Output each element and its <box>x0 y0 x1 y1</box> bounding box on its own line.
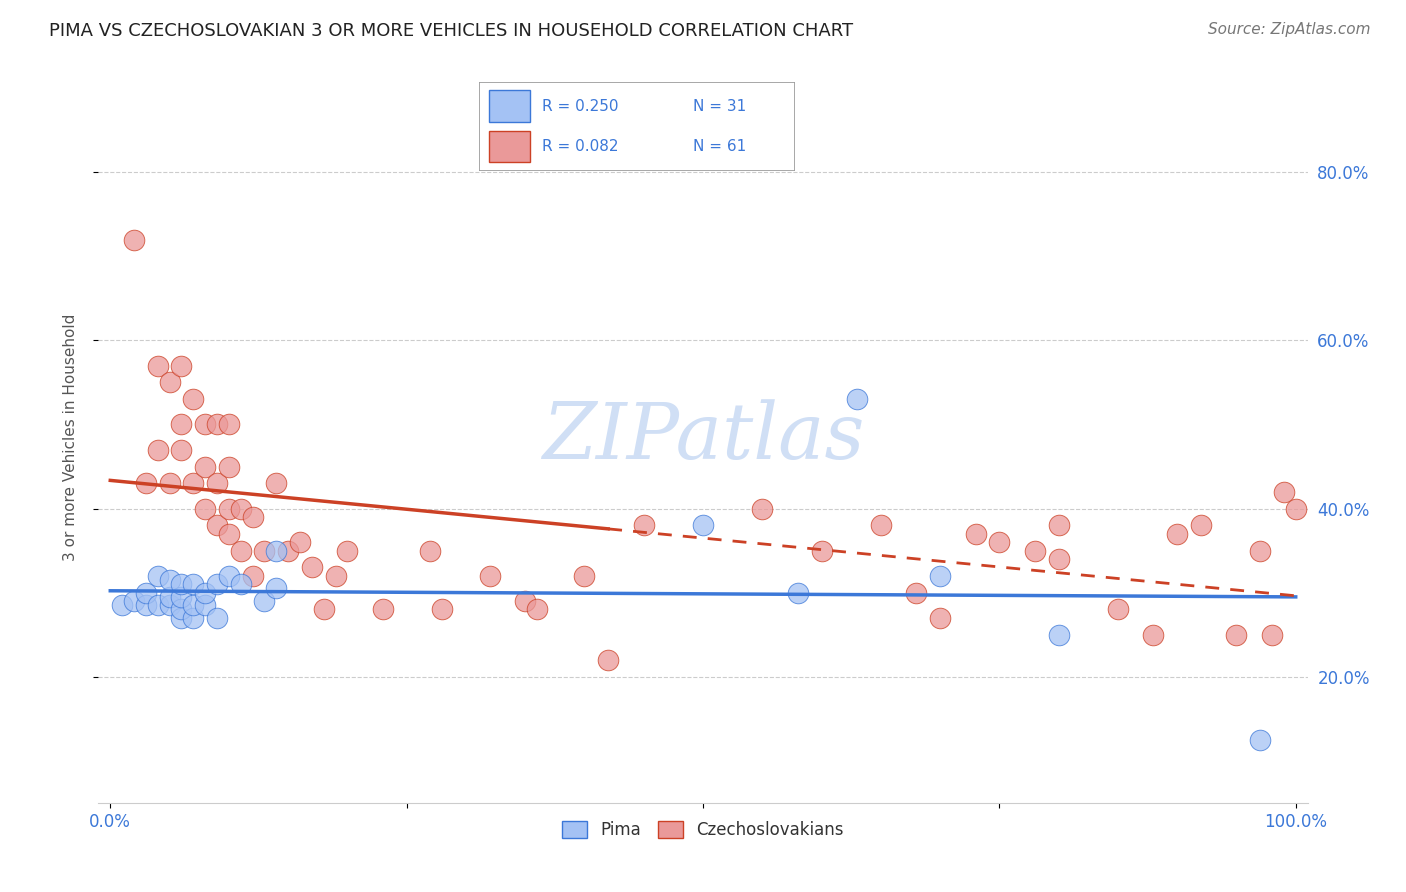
Point <box>218 417 240 432</box>
Point <box>122 233 145 247</box>
Point <box>1285 501 1308 516</box>
Point <box>929 611 952 625</box>
Point <box>218 569 240 583</box>
Text: PIMA VS CZECHOSLOVAKIAN 3 OR MORE VEHICLES IN HOUSEHOLD CORRELATION CHART: PIMA VS CZECHOSLOVAKIAN 3 OR MORE VEHICL… <box>49 22 853 40</box>
Point <box>478 569 501 583</box>
Point <box>1189 518 1212 533</box>
Point <box>432 602 454 616</box>
Point <box>135 599 157 613</box>
Text: ZIPatlas: ZIPatlas <box>541 399 865 475</box>
Point <box>181 577 204 591</box>
Point <box>205 577 228 591</box>
Point <box>159 476 181 491</box>
Point <box>205 417 228 432</box>
Point <box>253 594 276 608</box>
Point <box>419 543 441 558</box>
Point <box>181 611 204 625</box>
Point <box>205 476 228 491</box>
Point <box>146 569 169 583</box>
Point <box>111 599 134 613</box>
Point <box>146 359 169 373</box>
Point <box>288 535 311 549</box>
Point <box>170 417 193 432</box>
Point <box>1047 627 1070 641</box>
Point <box>242 569 264 583</box>
Y-axis label: 3 or more Vehicles in Household: 3 or more Vehicles in Household <box>63 313 77 561</box>
Point <box>1249 732 1271 747</box>
Point <box>218 526 240 541</box>
Point <box>1272 484 1295 499</box>
Point <box>1047 518 1070 533</box>
Point <box>1249 543 1271 558</box>
Point <box>515 594 537 608</box>
Point <box>264 582 287 596</box>
Point <box>1047 552 1070 566</box>
Point <box>988 535 1011 549</box>
Point <box>170 359 193 373</box>
Point <box>846 392 869 407</box>
Point <box>264 543 287 558</box>
Point <box>253 543 276 558</box>
Point <box>146 599 169 613</box>
Point <box>181 599 204 613</box>
Point <box>1142 627 1164 641</box>
Point <box>598 653 620 667</box>
Point <box>1024 543 1046 558</box>
Text: Source: ZipAtlas.com: Source: ZipAtlas.com <box>1208 22 1371 37</box>
Point <box>810 543 832 558</box>
Point <box>325 569 347 583</box>
Point <box>181 476 204 491</box>
Point <box>170 442 193 457</box>
Point <box>146 442 169 457</box>
Point <box>869 518 891 533</box>
Point <box>205 611 228 625</box>
Point <box>170 602 193 616</box>
Point <box>194 417 217 432</box>
Point <box>312 602 335 616</box>
Point <box>205 518 228 533</box>
Legend: Pima, Czechoslovakians: Pima, Czechoslovakians <box>555 814 851 846</box>
Point <box>159 376 181 390</box>
Point <box>170 590 193 604</box>
Point <box>194 585 217 599</box>
Point <box>122 594 145 608</box>
Point <box>194 459 217 474</box>
Point <box>526 602 548 616</box>
Point <box>218 501 240 516</box>
Point <box>229 543 252 558</box>
Point <box>181 392 204 407</box>
Point <box>135 476 157 491</box>
Point <box>574 569 596 583</box>
Point <box>229 577 252 591</box>
Point <box>264 476 287 491</box>
Point <box>135 585 157 599</box>
Point <box>194 599 217 613</box>
Point <box>1166 526 1188 541</box>
Point <box>218 459 240 474</box>
Point <box>1261 627 1284 641</box>
Point <box>751 501 773 516</box>
Point <box>170 577 193 591</box>
Point <box>170 611 193 625</box>
Point <box>371 602 394 616</box>
Point <box>194 501 217 516</box>
Point <box>692 518 714 533</box>
Point <box>301 560 323 574</box>
Point <box>786 585 808 599</box>
Point <box>633 518 655 533</box>
Point <box>905 585 928 599</box>
Point <box>929 569 952 583</box>
Point <box>159 590 181 604</box>
Point <box>159 573 181 587</box>
Point <box>159 599 181 613</box>
Point <box>965 526 987 541</box>
Point <box>1107 602 1129 616</box>
Point <box>277 543 299 558</box>
Point <box>242 510 264 524</box>
Point <box>1225 627 1247 641</box>
Point <box>229 501 252 516</box>
Point <box>336 543 359 558</box>
